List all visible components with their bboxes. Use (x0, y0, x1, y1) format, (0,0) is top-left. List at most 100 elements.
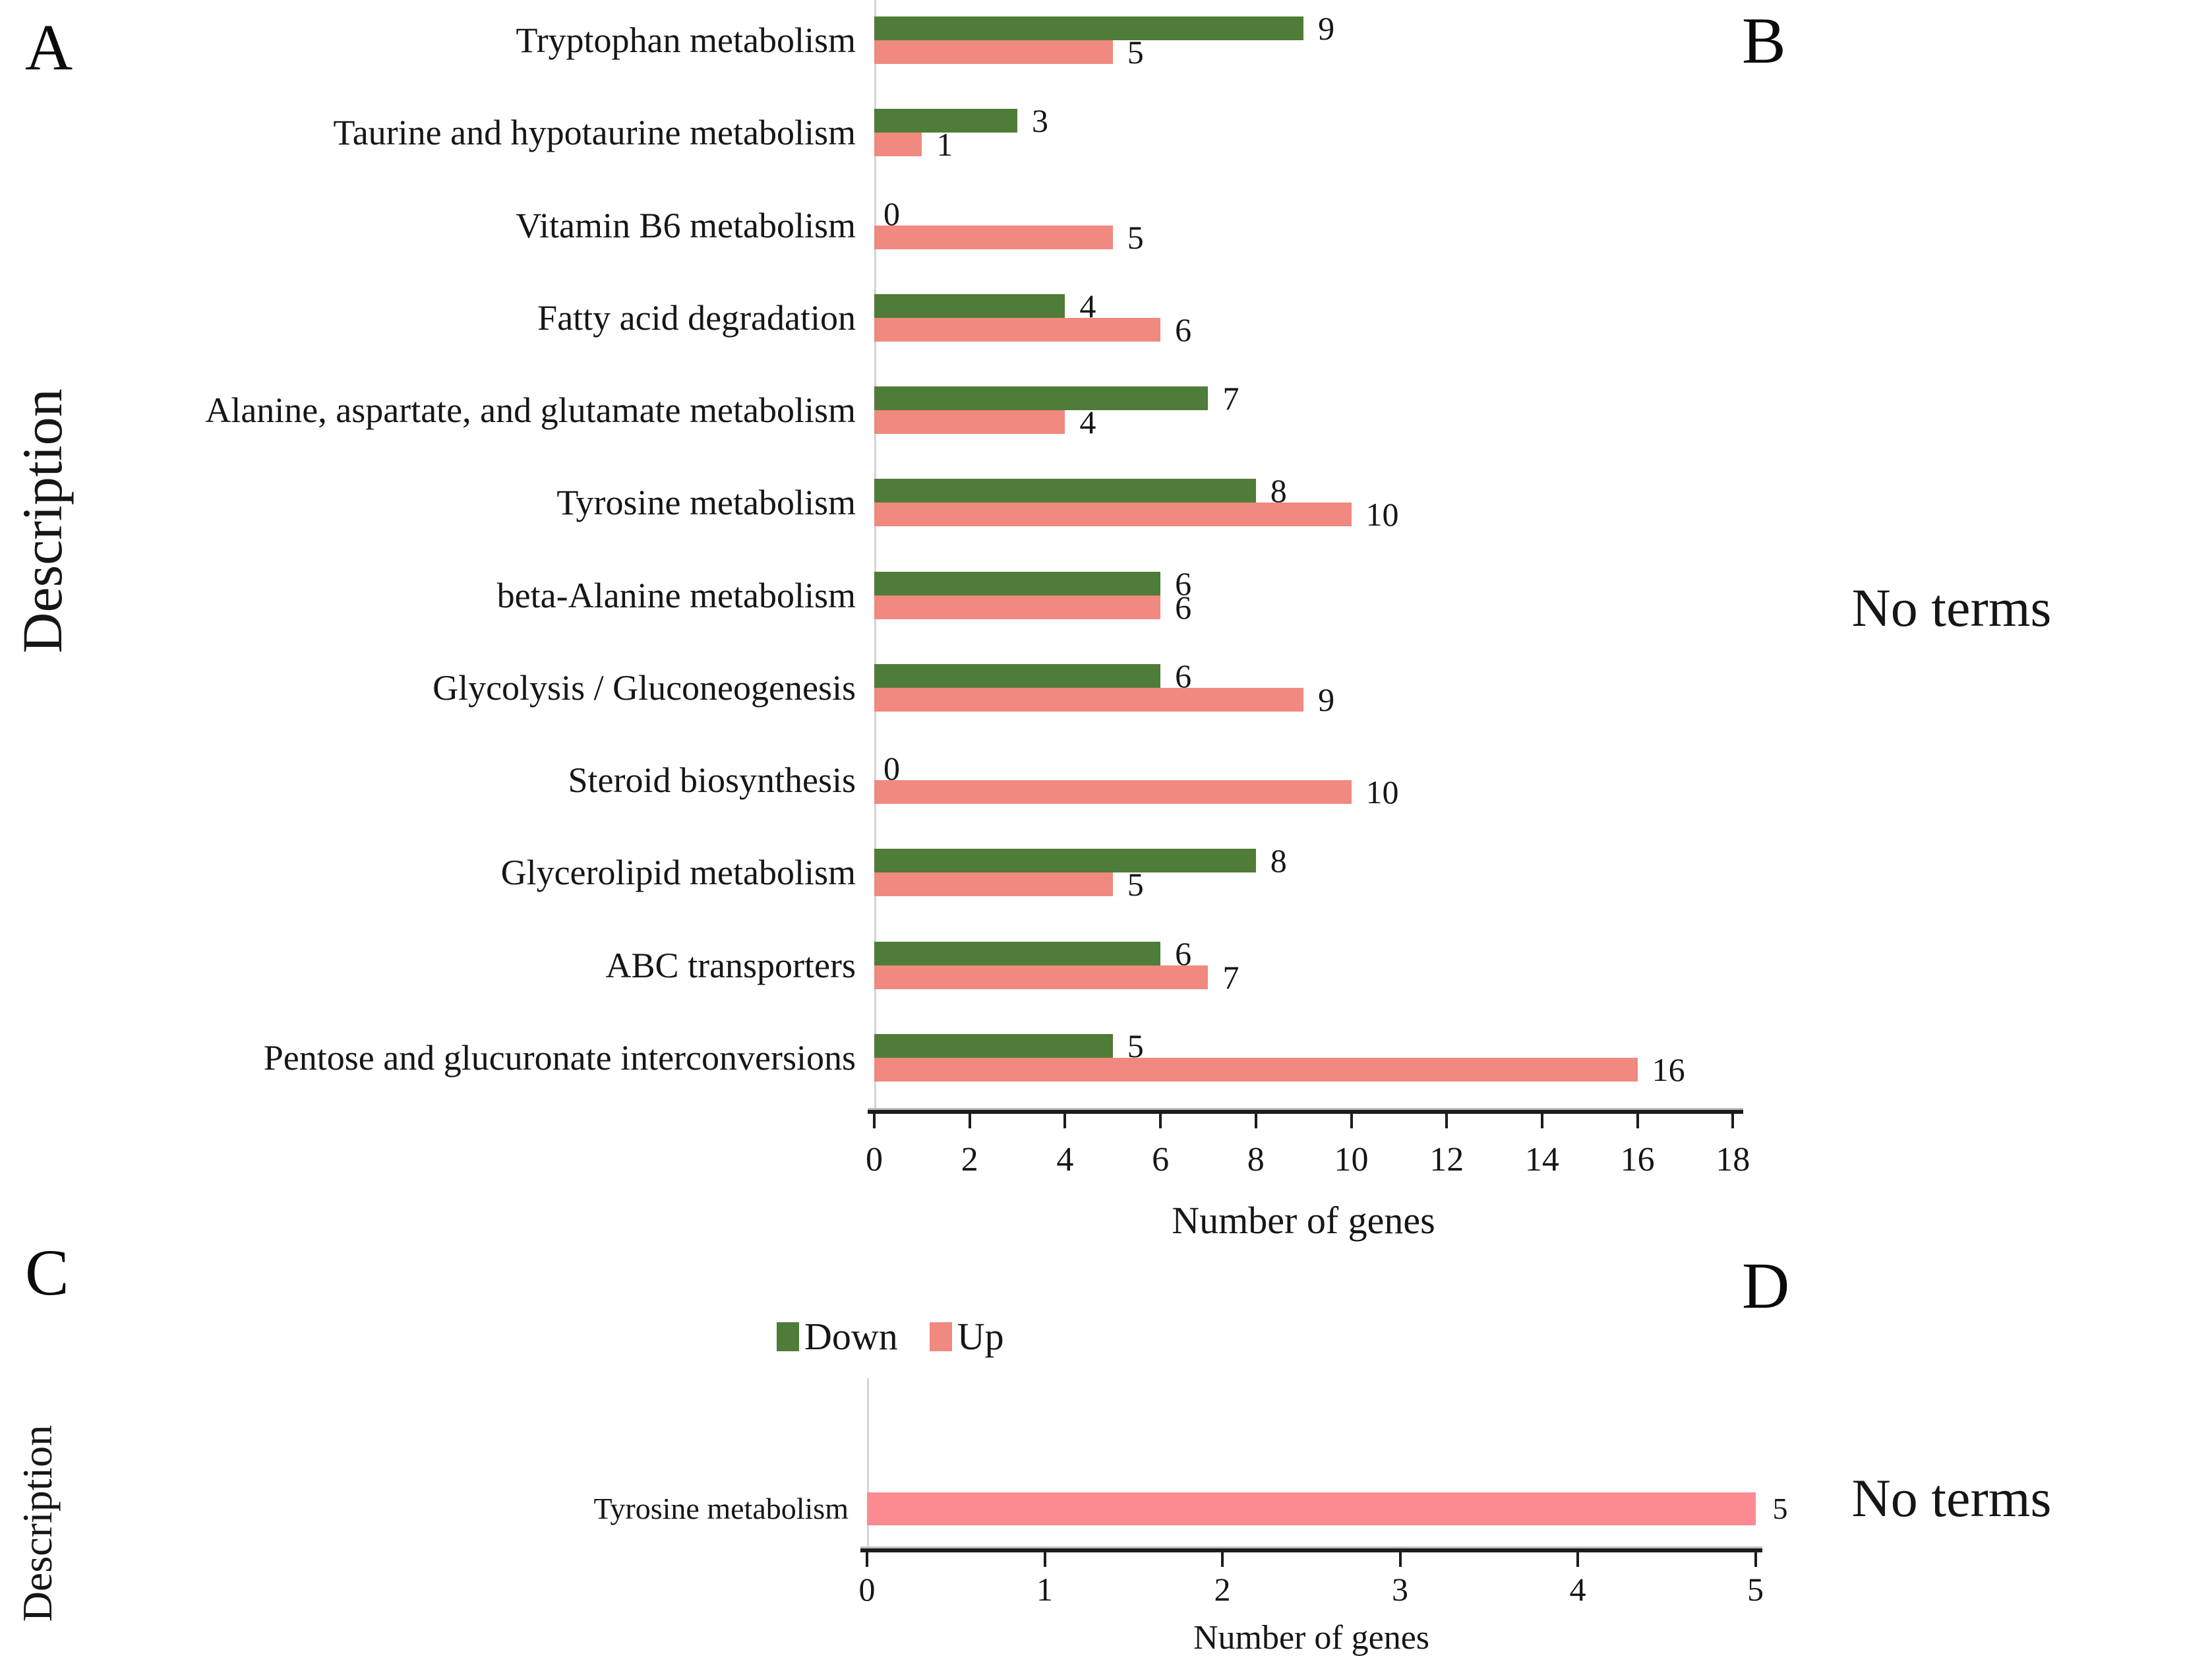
legend-item-up: Up (929, 1315, 1004, 1358)
up-bar (867, 1492, 1756, 1525)
x-tick-label: 2 (961, 1141, 978, 1178)
up-bar (874, 780, 1352, 804)
legend: Down Up (777, 1318, 1004, 1356)
legend-item-down: Down (777, 1318, 898, 1356)
up-bar (874, 965, 1209, 989)
down-bar-value-label: 6 (1175, 565, 1192, 602)
x-tick-label: 5 (1747, 1571, 1764, 1608)
x-tick-label: 4 (1569, 1571, 1586, 1608)
category-label: Tyrosine metabolism (593, 1492, 849, 1525)
x-tick-label: 1 (1036, 1571, 1053, 1608)
x-tick (1445, 1114, 1449, 1128)
category-label: Pentose and glucuronate interconversions (263, 1037, 856, 1078)
x-tick (866, 1552, 868, 1567)
up-bar (874, 410, 1065, 434)
down-bar-value-label: 8 (1270, 842, 1287, 880)
x-tick (1576, 1552, 1579, 1567)
up-bar (874, 503, 1352, 527)
category-label: Steroid biosynthesis (568, 760, 856, 800)
up-bar-value-label: 4 (1079, 404, 1096, 441)
category-label: Fatty acid degradation (537, 297, 856, 338)
panel-d-letter: D (1742, 1249, 1790, 1322)
category-label: Glycerolipid metabolism (500, 853, 856, 893)
up-bar-value-label: 7 (1222, 958, 1240, 996)
panel-a-letter: A (25, 11, 73, 84)
up-bar-value-label: 10 (1365, 496, 1399, 534)
x-tick (1043, 1552, 1046, 1567)
panel-c-letter: C (25, 1236, 69, 1309)
up-bar-value-label: 1 (936, 126, 953, 164)
panel-a-x-axis-line (868, 1110, 1743, 1114)
x-tick-label: 8 (1247, 1141, 1265, 1178)
x-tick-label: 4 (1056, 1141, 1074, 1178)
category-label: Taurine and hypotaurine metabolism (333, 113, 856, 153)
x-tick-label: 14 (1524, 1141, 1559, 1178)
category-label: Vitamin B6 metabolism (516, 205, 856, 245)
x-tick-label: 0 (858, 1571, 876, 1608)
panel-c-x-axis-line (860, 1548, 1762, 1552)
x-tick-label: 12 (1429, 1141, 1464, 1178)
down-bar (874, 941, 1161, 965)
panel-d-no-terms-text: No terms (1851, 1468, 2052, 1528)
x-tick (1754, 1552, 1757, 1567)
down-bar-value-label: 0 (883, 750, 900, 787)
category-label: Tryptophan metabolism (516, 20, 856, 60)
panel-b-no-terms-text: No terms (1851, 578, 2052, 638)
down-bar (874, 1033, 1113, 1058)
up-bar-value-label: 5 (1772, 1492, 1788, 1525)
x-tick (1159, 1114, 1162, 1128)
down-series-swatch-icon (777, 1322, 799, 1351)
x-tick (968, 1114, 971, 1128)
x-tick-label: 10 (1334, 1141, 1369, 1178)
down-bar (874, 16, 1304, 40)
x-tick (873, 1114, 876, 1128)
panel-b-letter: B (1742, 4, 1786, 77)
up-bar-value-label: 6 (1175, 311, 1192, 348)
down-bar (874, 109, 1018, 133)
up-bar-value-label: 6 (1175, 588, 1192, 626)
x-tick (1221, 1552, 1224, 1567)
x-tick-label: 2 (1214, 1571, 1231, 1608)
legend-label-down: Down (804, 1315, 898, 1358)
up-bar (874, 595, 1161, 619)
legend-label-up: Up (957, 1315, 1004, 1358)
down-bar (874, 663, 1161, 688)
down-bar (874, 571, 1161, 595)
up-bar (874, 872, 1113, 897)
x-tick (1063, 1114, 1067, 1128)
down-bar (874, 293, 1065, 318)
x-tick (1398, 1552, 1402, 1567)
down-bar-value-label: 7 (1222, 380, 1240, 417)
panel-a-x-axis-title: Number of genes (1172, 1199, 1435, 1242)
x-tick-label: 18 (1716, 1141, 1750, 1178)
category-label: ABC transporters (605, 945, 856, 985)
panel-c-x-axis-title: Number of genes (1193, 1619, 1430, 1657)
down-bar-value-label: 6 (1175, 657, 1192, 694)
down-bar-value-label: 8 (1270, 472, 1287, 510)
category-label: Alanine, aspartate, and glutamate metabo… (205, 390, 856, 430)
x-tick (1731, 1114, 1735, 1128)
panel-c-y-axis-line (867, 1378, 869, 1548)
up-bar (874, 225, 1113, 249)
x-tick-label: 16 (1620, 1141, 1655, 1178)
up-bar (874, 40, 1113, 64)
down-bar-value-label: 0 (883, 195, 900, 232)
x-tick-label: 0 (866, 1141, 883, 1178)
up-bar-value-label: 5 (1127, 866, 1144, 903)
up-bar-value-label: 5 (1127, 218, 1144, 256)
x-tick (1254, 1114, 1257, 1128)
down-bar (874, 386, 1209, 410)
down-bar-value-label: 4 (1079, 287, 1096, 324)
up-bar-value-label: 5 (1127, 34, 1144, 71)
up-bar (874, 1057, 1638, 1082)
up-bar-value-label: 9 (1318, 681, 1335, 718)
down-bar (874, 849, 1256, 873)
x-tick (1636, 1114, 1639, 1128)
up-bar (874, 317, 1161, 342)
category-label: Tyrosine metabolism (556, 483, 856, 523)
up-bar-value-label: 16 (1652, 1051, 1685, 1088)
category-label: beta-Alanine metabolism (496, 575, 856, 615)
down-bar-value-label: 9 (1318, 10, 1335, 47)
x-tick-label: 3 (1392, 1571, 1408, 1608)
x-tick (1350, 1114, 1353, 1128)
